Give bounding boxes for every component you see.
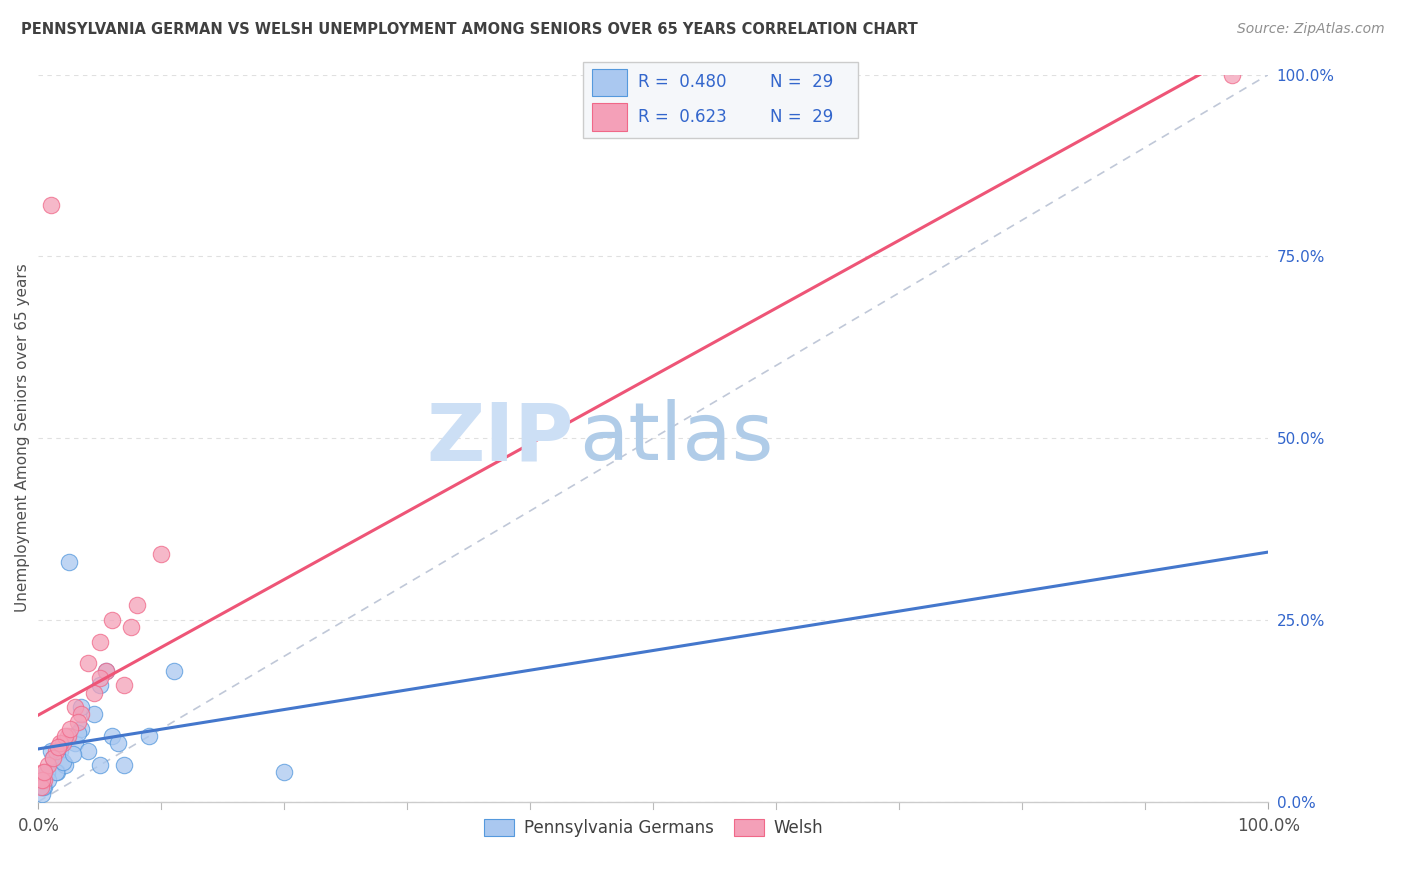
Point <box>46 739 69 754</box>
Point <box>55 758 77 772</box>
Point <box>45 744 67 758</box>
Point <box>37 758 59 772</box>
Point <box>114 758 136 772</box>
Point <box>34 765 56 780</box>
Point <box>31 772 53 787</box>
Point <box>66 714 89 729</box>
Point <box>42 751 65 765</box>
Point <box>83 707 105 722</box>
Point <box>101 729 124 743</box>
FancyBboxPatch shape <box>583 62 858 138</box>
FancyBboxPatch shape <box>592 69 627 95</box>
Point <box>163 664 186 678</box>
Point <box>150 547 173 561</box>
Point <box>32 765 55 780</box>
Legend: Pennsylvania Germans, Welsh: Pennsylvania Germans, Welsh <box>477 813 830 844</box>
Point <box>89 758 111 772</box>
Point <box>52 755 75 769</box>
Point <box>31 787 53 801</box>
Point <box>114 678 136 692</box>
Point <box>45 765 67 780</box>
Point <box>76 744 98 758</box>
Text: N =  29: N = 29 <box>770 73 834 91</box>
Point <box>49 736 72 750</box>
Point <box>125 599 148 613</box>
Point <box>39 198 62 212</box>
Point <box>34 772 56 787</box>
Point <box>76 657 98 671</box>
Y-axis label: Unemployment Among Seniors over 65 years: Unemployment Among Seniors over 65 years <box>15 264 30 613</box>
Point <box>70 700 93 714</box>
Point <box>55 729 77 743</box>
Point <box>58 555 80 569</box>
Point <box>89 634 111 648</box>
Point <box>83 685 105 699</box>
Point <box>107 736 129 750</box>
Point <box>34 780 56 794</box>
Point <box>32 780 55 794</box>
Point <box>39 744 62 758</box>
Point <box>30 780 52 794</box>
Point <box>89 671 111 685</box>
Point <box>70 707 93 722</box>
Point <box>89 678 111 692</box>
Point <box>120 620 142 634</box>
Point <box>70 722 93 736</box>
Point <box>56 729 79 743</box>
Text: R =  0.480: R = 0.480 <box>638 73 727 91</box>
Point <box>101 613 124 627</box>
Point <box>45 765 67 780</box>
FancyBboxPatch shape <box>592 103 627 130</box>
Point <box>138 729 160 743</box>
Point <box>59 722 82 736</box>
Text: PENNSYLVANIA GERMAN VS WELSH UNEMPLOYMENT AMONG SENIORS OVER 65 YEARS CORRELATIO: PENNSYLVANIA GERMAN VS WELSH UNEMPLOYMEN… <box>21 22 918 37</box>
Point <box>65 736 87 750</box>
Point <box>42 751 65 765</box>
Text: atlas: atlas <box>579 399 773 477</box>
Point <box>273 765 295 780</box>
Text: N =  29: N = 29 <box>770 108 834 126</box>
Text: Source: ZipAtlas.com: Source: ZipAtlas.com <box>1237 22 1385 37</box>
Text: R =  0.623: R = 0.623 <box>638 108 727 126</box>
Point <box>65 700 87 714</box>
Point <box>66 725 89 739</box>
Point <box>62 747 84 762</box>
Point <box>49 744 72 758</box>
Point <box>37 772 59 787</box>
Point <box>1220 68 1243 82</box>
Text: ZIP: ZIP <box>426 399 574 477</box>
Point <box>35 765 58 780</box>
Point <box>52 736 75 750</box>
Point <box>94 664 117 678</box>
Point <box>94 664 117 678</box>
